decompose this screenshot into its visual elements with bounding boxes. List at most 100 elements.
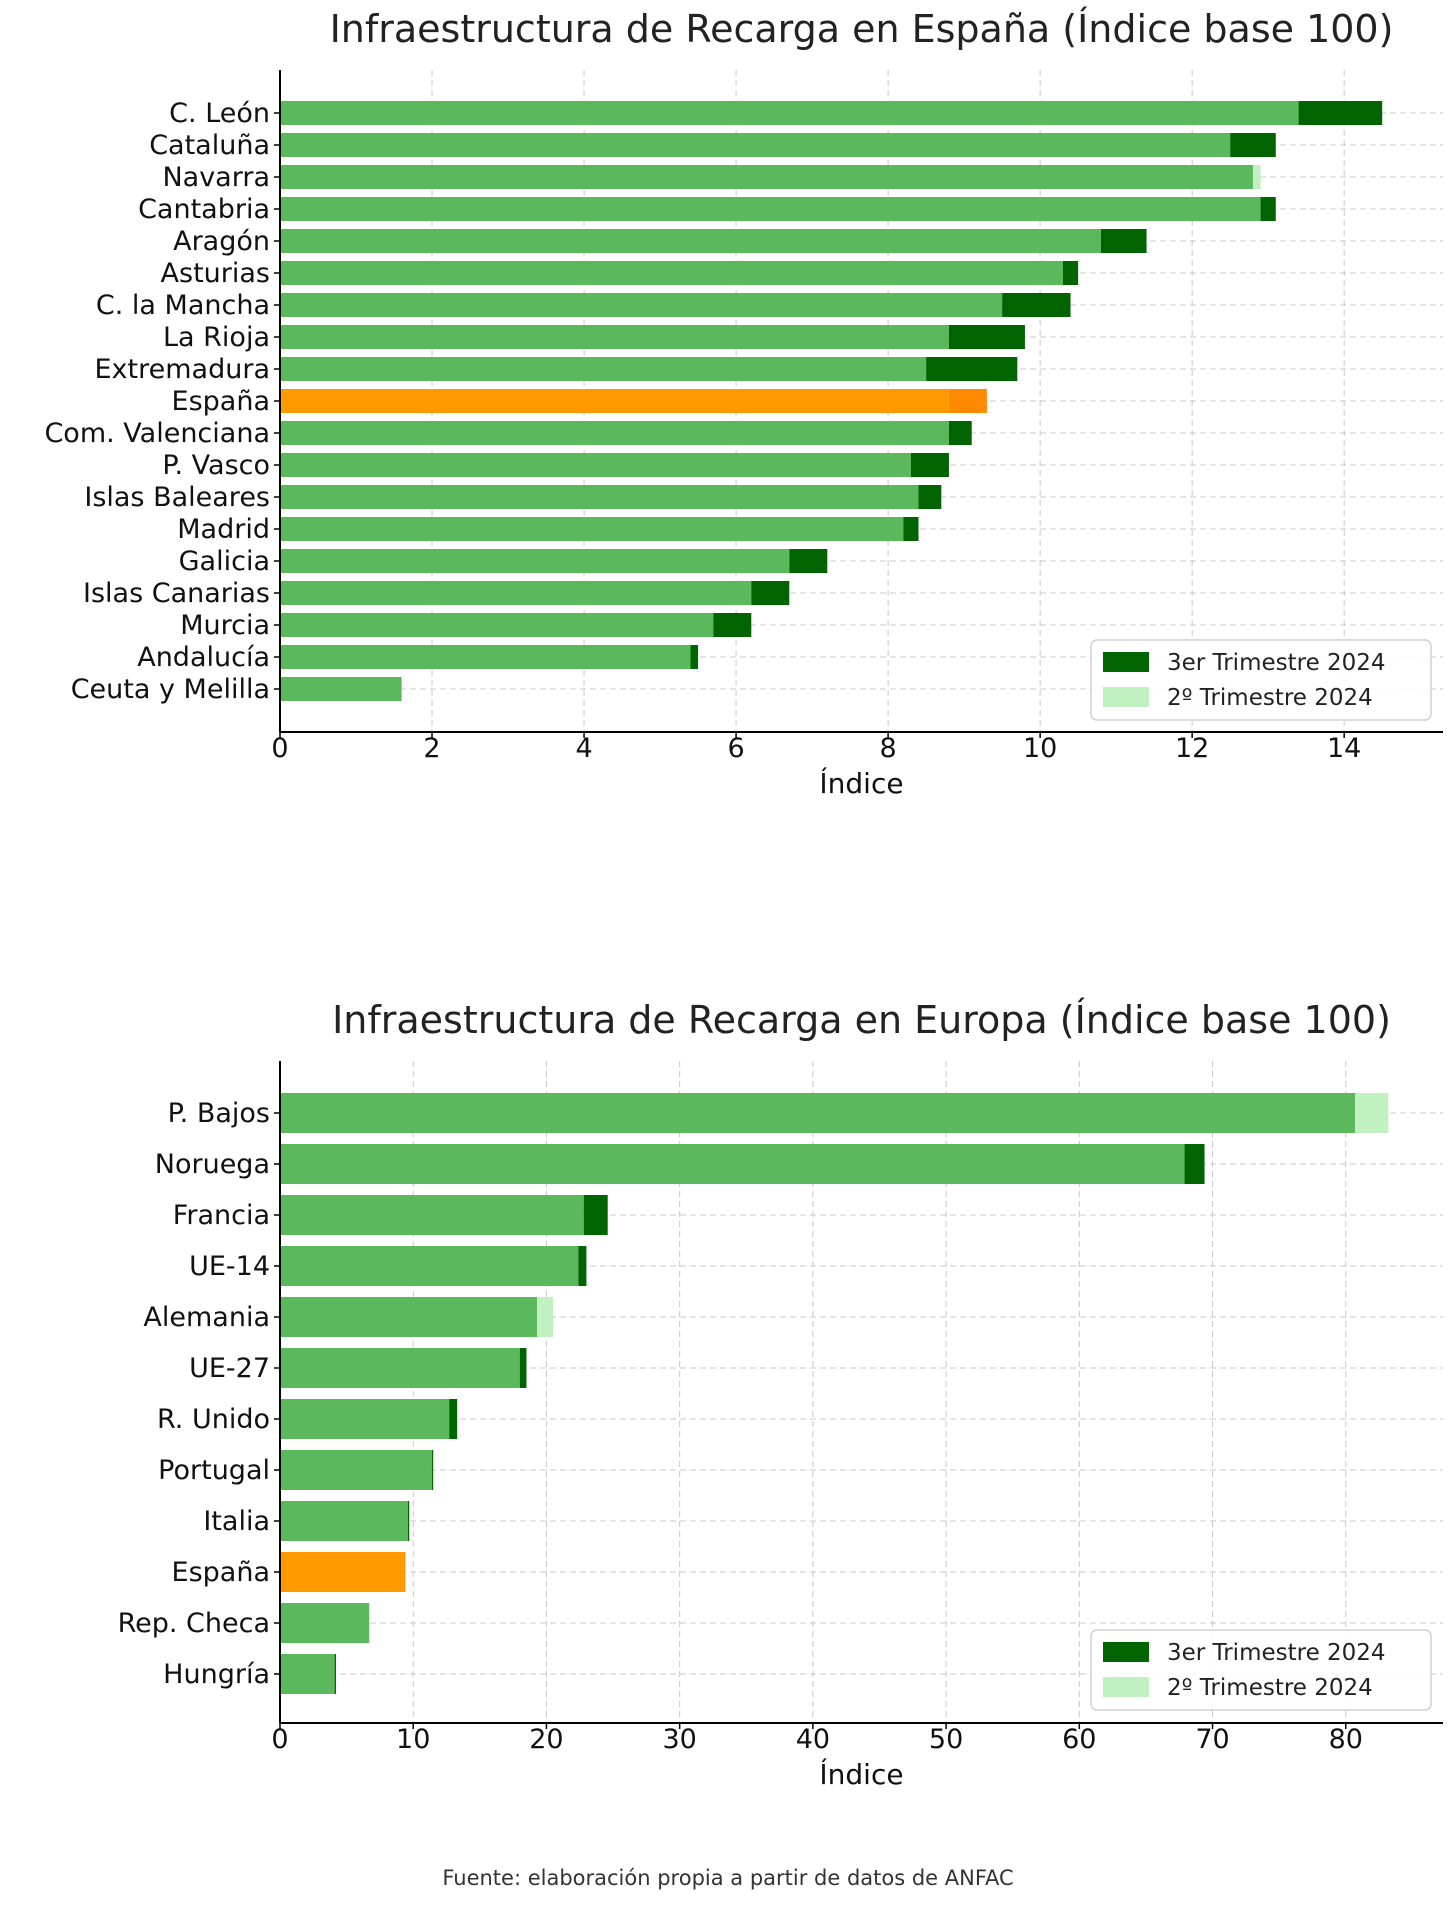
tick-label-y: P. Vasco bbox=[162, 450, 270, 481]
legend-swatch-q2 bbox=[1103, 687, 1149, 707]
tick-label-x: 6 bbox=[727, 733, 744, 764]
tick-label-y: Cataluña bbox=[149, 130, 270, 161]
tick-label-x: 10 bbox=[1023, 733, 1057, 764]
bar-q2-excess-alemania bbox=[537, 1297, 554, 1337]
tick-label-x: 14 bbox=[1327, 733, 1361, 764]
tick-label-x: 8 bbox=[880, 733, 897, 764]
tick-label-x: 60 bbox=[1062, 1724, 1096, 1755]
tick-label-y: Andalucía bbox=[137, 642, 270, 673]
x-axis-label: Índice bbox=[819, 766, 903, 800]
bar-q3-increment-islas-baleares bbox=[918, 485, 942, 509]
legend-swatch-q3 bbox=[1103, 1642, 1149, 1662]
bar-q3-increment-noruega bbox=[1184, 1144, 1205, 1184]
bar-q3-increment-italia bbox=[407, 1501, 410, 1541]
tick-label-y: Francia bbox=[173, 1200, 270, 1231]
bar-q3-increment-espana bbox=[948, 389, 987, 413]
tick-label-y: Portugal bbox=[158, 1455, 270, 1486]
legend-box bbox=[1090, 1629, 1432, 1711]
bar-q3-increment-extremadura bbox=[926, 357, 1018, 381]
bar-base-extremadura bbox=[280, 357, 927, 381]
bar-q3-increment-ue-14 bbox=[578, 1246, 587, 1286]
bar-base-espana bbox=[280, 1552, 404, 1592]
bar-base-c-leon bbox=[280, 101, 1299, 125]
bar-base-r-unido bbox=[280, 1399, 450, 1439]
bar-q3-increment-cataluna bbox=[1230, 133, 1276, 157]
tick-label-x: 30 bbox=[662, 1724, 696, 1755]
tick-label-y: Hungría bbox=[163, 1659, 270, 1690]
bar-base-rep-checa bbox=[280, 1603, 370, 1643]
bar-base-noruega bbox=[280, 1144, 1185, 1184]
bar-q3-increment-espana bbox=[403, 1552, 406, 1592]
bar-q3-increment-madrid bbox=[903, 517, 919, 541]
tick-label-y: España bbox=[172, 1557, 270, 1588]
bar-base-ue-27 bbox=[280, 1348, 520, 1388]
tick-label-y: Com. Valenciana bbox=[44, 418, 270, 449]
tick-label-y: Extremadura bbox=[95, 354, 271, 385]
tick-label-x: 0 bbox=[271, 1724, 288, 1755]
bar-base-p-bajos bbox=[280, 1093, 1356, 1133]
bar-q2-excess-p-bajos bbox=[1355, 1093, 1389, 1133]
bar-base-islas-canarias bbox=[280, 581, 752, 605]
bar-q3-increment-c-leon bbox=[1298, 101, 1383, 125]
bar-base-p-vasco bbox=[280, 453, 911, 477]
tick-label-y: Cantabria bbox=[138, 194, 270, 225]
bar-base-navarra bbox=[280, 165, 1253, 189]
tick-label-y: Aragón bbox=[173, 226, 270, 257]
tick-label-y: Islas Canarias bbox=[83, 578, 270, 609]
bar-q3-increment-com-valenciana bbox=[948, 421, 972, 445]
tick-label-y: Noruega bbox=[155, 1149, 270, 1180]
bar-base-ceuta-y-melilla bbox=[280, 677, 402, 701]
legend: 3er Trimestre 2024 2º Trimestre 2024 bbox=[1090, 639, 1432, 721]
tick-label-x: 12 bbox=[1175, 733, 1209, 764]
legend-label: 2º Trimestre 2024 bbox=[1167, 1675, 1373, 1701]
bar-q3-increment-andalucia bbox=[690, 645, 699, 669]
tick-label-y: Asturias bbox=[161, 258, 270, 289]
tick-label-y: Rep. Checa bbox=[118, 1608, 270, 1639]
bar-base-madrid bbox=[280, 517, 904, 541]
bar-base-murcia bbox=[280, 613, 714, 637]
bar-q3-increment-c-la-mancha bbox=[1002, 293, 1071, 317]
bar-base-italia bbox=[280, 1501, 408, 1541]
tick-label-x: 70 bbox=[1195, 1724, 1229, 1755]
bar-base-asturias bbox=[280, 261, 1063, 285]
tick-label-x: 40 bbox=[796, 1724, 830, 1755]
bar-base-c-la-mancha bbox=[280, 293, 1003, 317]
tick-label-x: 50 bbox=[929, 1724, 963, 1755]
tick-label-y: La Rioja bbox=[163, 322, 270, 353]
tick-label-y: UE-14 bbox=[189, 1251, 270, 1282]
bar-base-galicia bbox=[280, 549, 790, 573]
bar-base-alemania bbox=[280, 1297, 538, 1337]
tick-label-y: Alemania bbox=[143, 1302, 270, 1333]
legend-label: 2º Trimestre 2024 bbox=[1167, 685, 1373, 711]
source-note: Fuente: elaboración propia a partir de d… bbox=[442, 1866, 1014, 1890]
bar-q3-increment-murcia bbox=[713, 613, 752, 637]
bar-base-aragon bbox=[280, 229, 1101, 253]
bar-q3-increment-p-vasco bbox=[910, 453, 949, 477]
bar-base-ue-14 bbox=[280, 1246, 579, 1286]
tick-label-x: 80 bbox=[1329, 1724, 1363, 1755]
bar-base-hungria bbox=[280, 1654, 335, 1694]
legend-box bbox=[1090, 639, 1432, 721]
bar-q3-increment-asturias bbox=[1062, 261, 1079, 285]
legend-swatch-q2 bbox=[1103, 1677, 1149, 1697]
tick-label-y: Galicia bbox=[179, 546, 270, 577]
bar-base-cantabria bbox=[280, 197, 1261, 221]
tick-label-y: Islas Baleares bbox=[84, 482, 270, 513]
bar-base-com-valenciana bbox=[280, 421, 949, 445]
tick-label-x: 4 bbox=[575, 733, 592, 764]
bar-base-espana bbox=[280, 389, 949, 413]
bar-q3-increment-aragon bbox=[1100, 229, 1147, 253]
bar-q3-increment-galicia bbox=[789, 549, 828, 573]
tick-label-y: C. la Mancha bbox=[96, 290, 270, 321]
tick-label-y: P. Bajos bbox=[168, 1098, 270, 1129]
bar-q3-increment-islas-canarias bbox=[751, 581, 790, 605]
bar-q3-increment-hungria bbox=[334, 1654, 336, 1694]
chart-2: Infraestructura de Recarga en Europa (Ín… bbox=[118, 998, 1443, 1791]
legend: 3er Trimestre 2024 2º Trimestre 2024 bbox=[1090, 1629, 1432, 1711]
legend-label: 3er Trimestre 2024 bbox=[1167, 1640, 1386, 1666]
bar-q3-increment-r-unido bbox=[449, 1399, 458, 1439]
bar-q2-excess-navarra bbox=[1252, 165, 1261, 189]
tick-label-y: R. Unido bbox=[157, 1404, 270, 1435]
bar-base-andalucia bbox=[280, 645, 691, 669]
